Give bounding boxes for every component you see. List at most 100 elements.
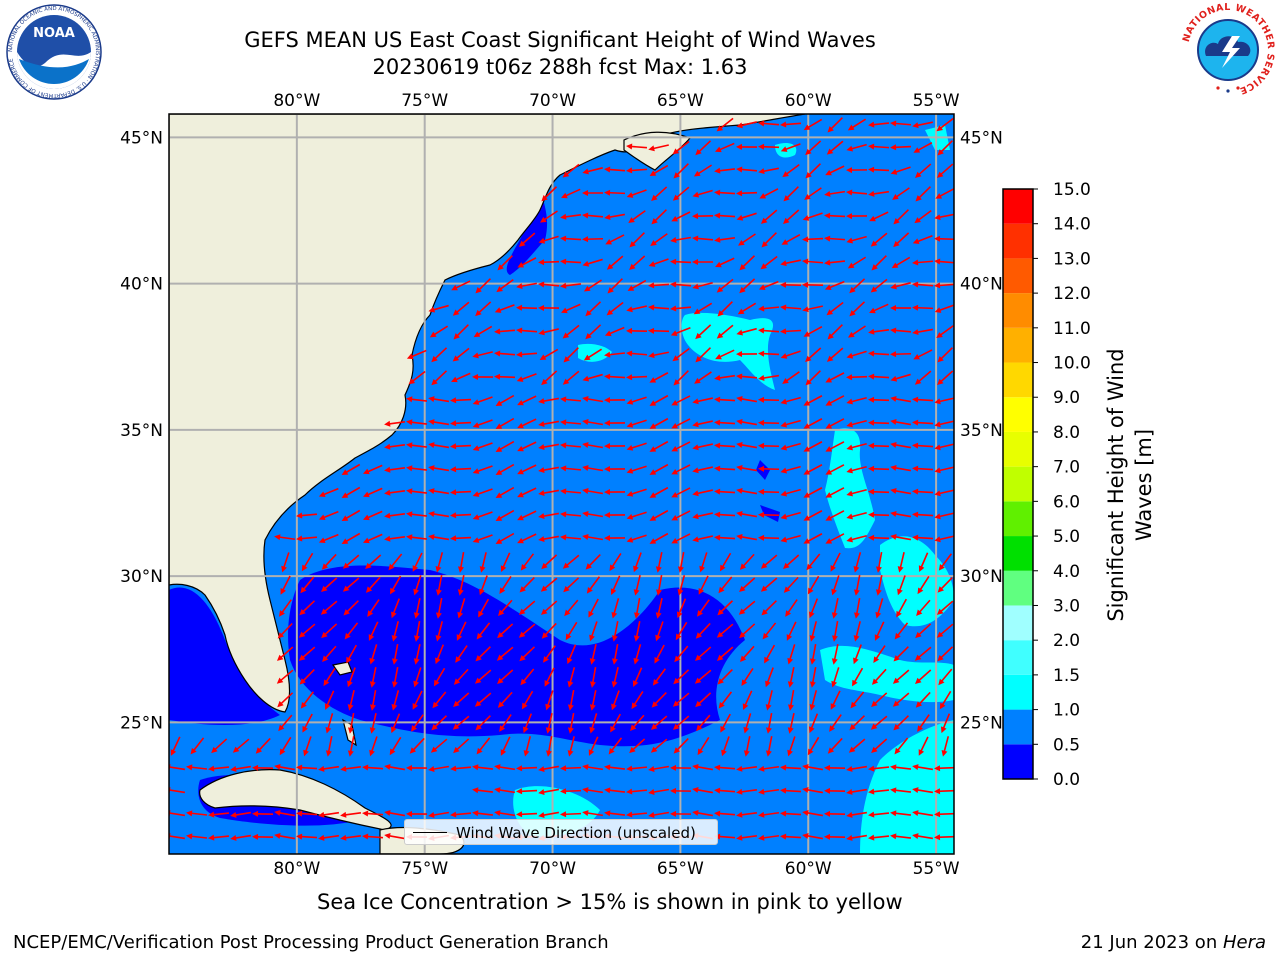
wave-arrow	[452, 347, 470, 362]
wave-arrow	[626, 442, 647, 451]
wave-arrow	[805, 370, 821, 386]
wave-arrow	[916, 599, 931, 617]
wave-arrow	[649, 532, 669, 544]
wave-arrow	[630, 714, 645, 732]
wave-arrow	[296, 810, 318, 817]
wave-arrow	[362, 764, 384, 771]
wave-arrow	[588, 598, 599, 618]
wave-arrow	[848, 738, 866, 753]
lon-label-bottom-5: 55°W	[913, 859, 960, 879]
wave-arrow	[692, 787, 714, 794]
wave-arrow	[716, 117, 734, 132]
wave-arrow	[670, 764, 692, 771]
wave-arrow	[786, 621, 797, 641]
wave-arrow	[934, 258, 954, 265]
wave-arrow	[849, 301, 866, 317]
wave-arrow	[671, 418, 691, 429]
wave-arrow	[476, 622, 491, 640]
wave-arrow	[934, 304, 954, 313]
wave-arrow	[318, 834, 340, 841]
wave-arrow	[582, 419, 604, 426]
wave-arrow	[435, 575, 443, 596]
wave-arrow	[342, 577, 360, 592]
wave-arrow	[299, 600, 316, 616]
wind-wave-arrows	[169, 117, 954, 841]
wave-arrow	[718, 691, 733, 709]
wave-arrow	[934, 466, 954, 474]
wave-arrow	[935, 188, 954, 199]
wave-arrow	[934, 397, 954, 405]
wave-arrow	[739, 577, 756, 593]
wave-arrow	[562, 163, 580, 178]
wave-arrow	[406, 396, 428, 403]
wave-arrow	[322, 645, 337, 663]
wave-arrow	[648, 765, 670, 772]
wave-arrow	[671, 533, 691, 544]
wave-arrow	[788, 689, 795, 711]
wave-arrow	[913, 349, 933, 360]
wave-arrow	[450, 443, 472, 450]
wave-arrow	[914, 209, 932, 224]
wave-arrow	[582, 810, 604, 817]
wave-arrow	[868, 511, 890, 518]
wave-arrow	[715, 349, 735, 360]
wave-arrow	[604, 466, 626, 473]
wave-arrow	[670, 258, 692, 265]
wave-arrow	[892, 669, 910, 684]
wave-arrow	[384, 512, 406, 519]
wave-arrow	[758, 811, 780, 818]
wave-arrow	[765, 736, 773, 757]
wave-arrow	[938, 668, 953, 686]
wave-arrow	[780, 304, 802, 311]
wave-arrow	[716, 324, 734, 339]
wave-arrow	[406, 419, 428, 426]
wave-arrow	[765, 667, 774, 688]
wave-arrow	[868, 373, 890, 380]
wave-arrow	[651, 209, 667, 225]
wave-arrow	[367, 599, 380, 617]
wave-arrow	[804, 187, 822, 200]
wave-arrow	[846, 143, 867, 152]
wave-arrow	[780, 442, 801, 451]
wave-arrow	[890, 144, 912, 151]
colorbar-tick-label-15: 13.0	[1053, 249, 1091, 269]
wave-arrow	[562, 370, 580, 385]
wave-arrow	[714, 810, 736, 817]
wave-arrow	[740, 645, 755, 662]
wave-arrow	[431, 715, 448, 731]
wave-arrow	[736, 373, 758, 380]
wave-arrow	[824, 764, 846, 771]
wave-arrow	[274, 810, 296, 817]
wave-arrow	[323, 668, 336, 687]
wave-arrow	[589, 666, 597, 688]
wave-arrow	[672, 186, 690, 201]
wave-arrow	[736, 121, 757, 129]
colorbar-swatch-7	[1003, 501, 1033, 537]
wave-arrow	[736, 511, 758, 518]
colorbar-swatch-6	[1003, 536, 1033, 571]
wave-arrow	[318, 811, 340, 818]
wave-arrow	[692, 259, 714, 266]
wave-arrow	[764, 644, 776, 664]
wave-arrow	[934, 420, 954, 428]
wave-arrow	[626, 350, 648, 357]
wave-arrow	[803, 418, 823, 429]
wave-arrow	[474, 692, 492, 707]
wave-arrow	[717, 600, 734, 616]
wave-arrow	[208, 811, 230, 818]
wave-arrow	[369, 689, 377, 711]
wave-arrow	[428, 811, 450, 818]
wave-arrow	[672, 715, 690, 730]
wave-arrow	[758, 765, 780, 772]
wave-arrow	[472, 465, 493, 474]
wave-arrow	[868, 328, 890, 335]
wave-arrow	[670, 281, 692, 288]
wave-arrow	[429, 325, 449, 338]
lon-label-bottom-3: 65°W	[657, 859, 704, 879]
wave-arrow	[274, 764, 296, 771]
wave-arrow	[626, 327, 648, 334]
wave-arrow	[780, 419, 801, 428]
wave-arrow	[413, 667, 422, 688]
wave-arrow	[255, 737, 271, 754]
wave-arrow	[186, 764, 208, 771]
